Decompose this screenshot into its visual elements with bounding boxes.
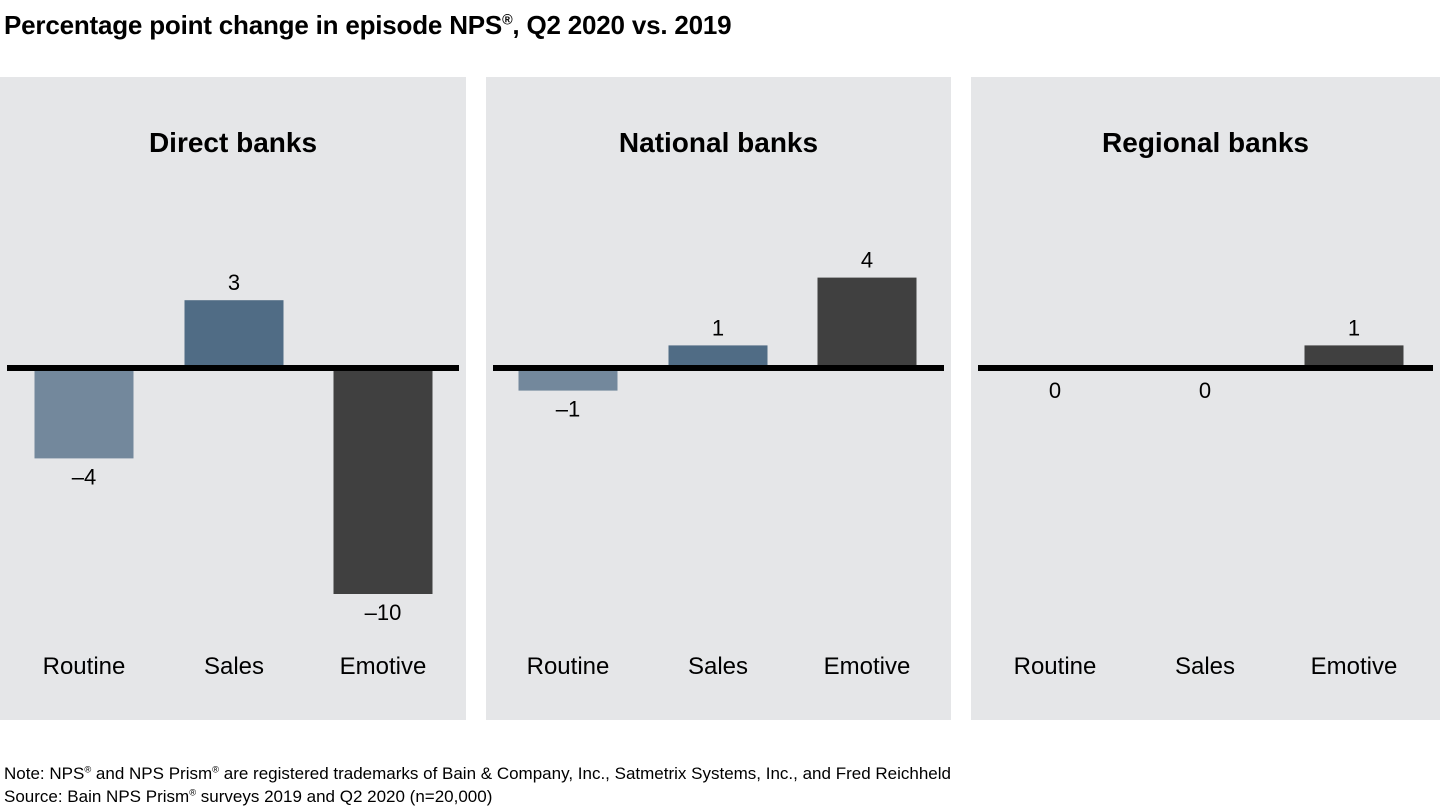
chart-title: Percentage point change in episode NPS®,… bbox=[4, 10, 732, 41]
category-label: Emotive bbox=[1311, 653, 1398, 680]
category-label: Routine bbox=[1014, 653, 1097, 680]
bar-emotive bbox=[1304, 345, 1404, 368]
chart-title-suffix: , Q2 2020 vs. 2019 bbox=[512, 10, 732, 40]
value-label: 0 bbox=[1199, 378, 1211, 403]
bar-plot: –1 Routine 1 Sales 4 Emotive bbox=[493, 248, 944, 680]
bar-plot: 0 Routine 0 Sales 1 Emotive bbox=[978, 315, 1433, 680]
panel-national-banks: National banks –1 Routine 1 Sales 4 Emotive bbox=[486, 77, 951, 720]
category-label: Sales bbox=[1175, 653, 1235, 680]
bar-plot: –4 Routine 3 Sales –10 Emotive bbox=[7, 270, 459, 680]
bar-routine bbox=[34, 368, 134, 459]
value-label: –10 bbox=[365, 600, 402, 625]
bar-sales bbox=[668, 345, 768, 368]
panel-title: Direct banks bbox=[148, 127, 318, 158]
category-label: Emotive bbox=[340, 653, 427, 680]
zero-baseline bbox=[7, 365, 459, 371]
registered-mark: ® bbox=[502, 12, 513, 29]
value-label: 4 bbox=[861, 248, 873, 273]
value-label: 1 bbox=[1348, 315, 1360, 340]
bar-emotive bbox=[333, 368, 433, 594]
bar-emotive bbox=[817, 277, 917, 368]
category-label: Routine bbox=[43, 653, 126, 680]
bar-sales bbox=[184, 300, 284, 368]
value-label: 3 bbox=[228, 270, 240, 295]
zero-baseline bbox=[493, 365, 944, 371]
category-label: Emotive bbox=[824, 653, 911, 680]
panel-regional-banks: Regional banks 0 Routine 0 Sales 1 Emotive bbox=[971, 77, 1440, 720]
category-label: Sales bbox=[688, 653, 748, 680]
panel-title: National banks bbox=[618, 127, 819, 158]
zero-baseline bbox=[978, 365, 1433, 371]
value-label: 1 bbox=[712, 315, 724, 340]
category-label: Sales bbox=[204, 653, 264, 680]
chart-title-text: Percentage point change in episode NPS bbox=[4, 10, 503, 40]
footnotes: Note: NPS® and NPS Prism® are registered… bbox=[4, 762, 951, 808]
value-label: –4 bbox=[72, 464, 96, 489]
source-line: Source: Bain NPS Prism® surveys 2019 and… bbox=[4, 787, 493, 806]
note-line: Note: NPS® and NPS Prism® are registered… bbox=[4, 764, 951, 783]
panel-direct-banks: Direct banks –4 Routine 3 Sales –10 Emotive bbox=[0, 77, 466, 720]
category-label: Routine bbox=[527, 653, 610, 680]
bar-routine bbox=[518, 368, 618, 391]
panel-title: Regional banks bbox=[1102, 127, 1309, 158]
value-label: –1 bbox=[556, 397, 580, 422]
value-label: 0 bbox=[1049, 378, 1061, 403]
